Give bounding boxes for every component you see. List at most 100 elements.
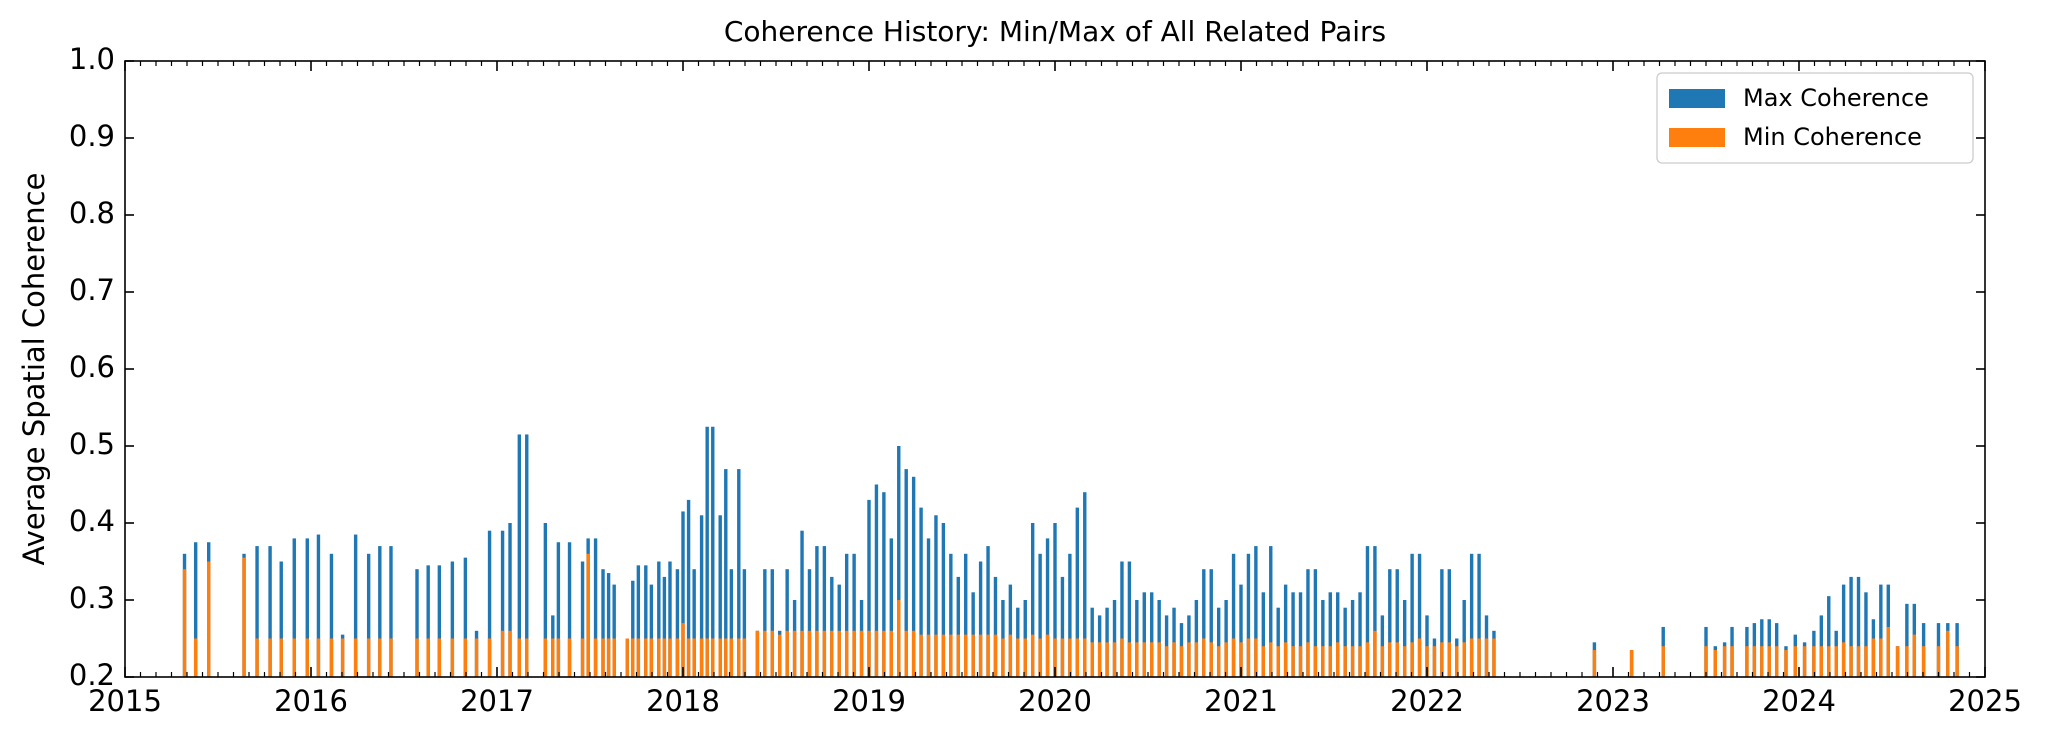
- bar: [340, 638, 345, 677]
- bar: [487, 530, 492, 677]
- bar: [941, 634, 946, 677]
- bar: [1793, 646, 1797, 677]
- bar: [329, 553, 334, 677]
- bar: [919, 634, 923, 677]
- bar: [844, 553, 849, 677]
- bar: [830, 630, 834, 677]
- bar: [1402, 646, 1407, 677]
- bar: [978, 634, 983, 677]
- bar: [242, 557, 246, 677]
- bar: [525, 638, 529, 677]
- bar: [1120, 638, 1124, 677]
- bar: [1321, 646, 1325, 677]
- x-tick-label: 2023: [1576, 684, 1650, 718]
- bar: [517, 434, 522, 677]
- bar: [1417, 638, 1422, 677]
- bar: [1713, 650, 1717, 677]
- bar: [1097, 642, 1102, 677]
- bar: [911, 476, 916, 677]
- bar: [822, 630, 827, 677]
- bar: [1231, 553, 1236, 677]
- bar: [292, 538, 296, 677]
- bar: [305, 638, 309, 677]
- bar: [742, 638, 747, 677]
- bar: [1895, 646, 1900, 677]
- bar: [882, 492, 886, 677]
- bar: [1008, 634, 1013, 677]
- bar: [1060, 576, 1065, 677]
- bar: [366, 638, 371, 677]
- bar: [729, 569, 734, 677]
- bar: [612, 584, 616, 677]
- bar: [737, 638, 741, 677]
- bar: [681, 623, 685, 677]
- bar: [1224, 642, 1228, 677]
- bar: [1905, 646, 1909, 677]
- bar: [686, 499, 691, 677]
- bar: [711, 426, 715, 677]
- bar: [737, 469, 741, 677]
- bar: [800, 530, 804, 677]
- y-tick-label: 0.7: [69, 273, 115, 307]
- bar: [1879, 584, 1883, 677]
- x-tick-label: 2022: [1390, 684, 1464, 718]
- bar: [279, 561, 283, 677]
- bar: [705, 638, 709, 677]
- bar: [1261, 592, 1266, 677]
- bar: [1135, 642, 1139, 677]
- bar: [426, 638, 430, 677]
- bar: [1135, 600, 1139, 677]
- bar: [1462, 642, 1466, 677]
- bar: [668, 561, 672, 677]
- bar: [1417, 553, 1422, 677]
- bar: [1402, 600, 1407, 677]
- bar: [329, 638, 334, 677]
- bar: [993, 576, 998, 677]
- x-tick-label: 2016: [274, 684, 348, 718]
- bar: [636, 638, 641, 677]
- bar: [1008, 584, 1013, 677]
- bar: [1455, 646, 1459, 677]
- legend-box: [1656, 72, 1974, 164]
- bar: [415, 569, 419, 677]
- bar: [1819, 646, 1824, 677]
- y-tick-label: 0.4: [69, 504, 115, 538]
- chart-title: Coherence History: Min/Max of All Relate…: [724, 15, 1386, 48]
- bar: [437, 638, 442, 677]
- bar: [1224, 600, 1228, 677]
- x-tick-label: 2025: [1948, 684, 2022, 718]
- bar: [1269, 642, 1273, 677]
- bar: [1157, 642, 1161, 677]
- bar: [1321, 600, 1325, 677]
- bar: [567, 638, 572, 677]
- bar: [1722, 646, 1727, 677]
- bar: [1254, 638, 1258, 677]
- bar: [1030, 523, 1035, 677]
- bar: [1380, 646, 1385, 677]
- bar: [1752, 646, 1757, 677]
- bar: [1365, 546, 1370, 677]
- bar: [785, 630, 789, 677]
- bar: [551, 638, 555, 677]
- bar: [1774, 646, 1779, 677]
- bar: [1871, 638, 1876, 677]
- bar: [792, 630, 797, 677]
- bar: [1150, 592, 1154, 677]
- x-tick-label: 2020: [1018, 684, 1092, 718]
- bar: [657, 561, 661, 677]
- x-tick-label: 2018: [646, 684, 720, 718]
- bar: [1202, 638, 1206, 677]
- bar: [1016, 638, 1020, 677]
- bar: [1202, 569, 1206, 677]
- bar: [1239, 642, 1243, 677]
- bar: [1075, 638, 1080, 677]
- bar: [378, 546, 382, 677]
- bar: [182, 569, 187, 677]
- bar: [1194, 600, 1199, 677]
- bar: [580, 561, 585, 677]
- bar: [1745, 646, 1749, 677]
- bar: [1194, 642, 1199, 677]
- bar: [1276, 607, 1280, 677]
- bar: [517, 638, 522, 677]
- bars: [182, 426, 1959, 677]
